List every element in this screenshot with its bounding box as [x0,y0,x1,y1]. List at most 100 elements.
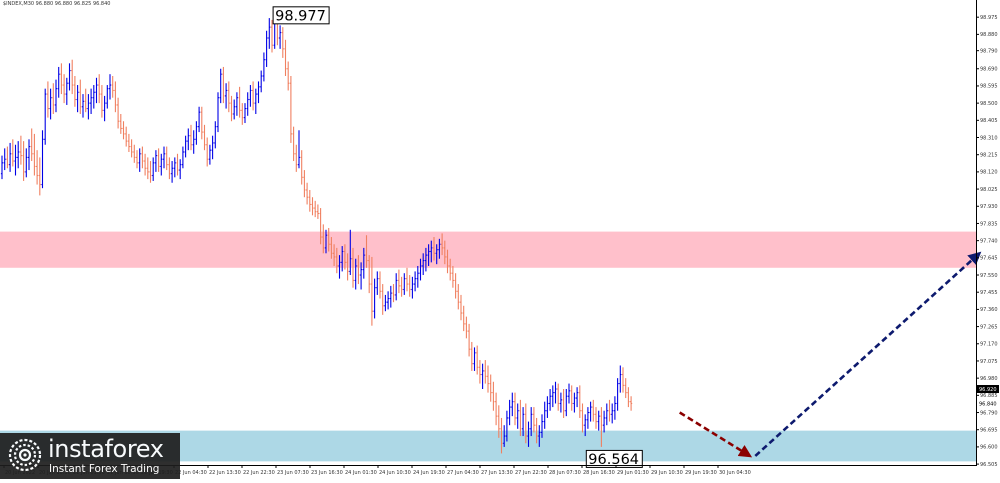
price-bar [327,227,330,252]
price-bar [14,144,17,176]
price-axis: 98.975 98.880 98.790 98.690 98.595 98.500 98.4… [976,15,999,468]
forecast-layer [679,251,982,458]
price-bar [446,249,449,274]
price-bar [117,97,120,129]
price-bar [171,161,174,183]
price-bar [468,323,471,357]
price-tick: 98.790 [976,48,998,54]
price-bar [252,81,255,111]
price-bar [532,407,535,433]
price-bar [225,83,228,109]
price-bar [462,305,465,332]
price-bar [411,276,414,299]
price-bar [179,159,182,180]
svg-text:98.120: 98.120 [980,170,998,176]
price-bar [98,74,101,104]
price-bar [146,157,149,180]
price-bar [387,291,390,310]
price-bar [249,85,252,107]
price-bar [133,144,136,163]
price-bar [605,403,608,426]
price-bar [76,85,79,113]
previous-price-label: 96.840 [977,399,999,408]
price-bar [403,273,406,295]
time-tick: 24 Jun 01:30 [343,465,377,476]
price-bar [522,407,525,437]
price-bar [3,148,6,171]
time-axis: 20 Jun 202220 Jun 16:3021 Jun 01:3021 Ju… [3,465,751,476]
price-bar [279,25,282,49]
svg-text:27 Jun 22:30: 27 Jun 22:30 [515,470,547,476]
price-bar [368,255,371,294]
price-bar [222,66,225,104]
price-tick: 98.500 [976,101,998,107]
price-bar [316,204,319,219]
price-bar [516,403,519,429]
price-tick: 97.550 [976,273,998,279]
svg-text:22 Jun 13:30: 22 Jun 13:30 [209,470,241,476]
price-bar [303,170,306,198]
price-bar [208,144,211,165]
price-bar [260,70,263,93]
price-bar [330,237,333,259]
price-bar [122,121,125,140]
svg-text:98.975: 98.975 [980,15,998,21]
price-bar [584,414,587,437]
bars-layer [0,16,633,454]
price-bar [392,284,395,303]
price-tick: 97.835 [976,221,998,227]
price-bar [489,374,492,402]
svg-text:28 Jun 07:30: 28 Jun 07:30 [549,470,581,476]
svg-text:98.215: 98.215 [980,152,998,158]
svg-text:96.980: 96.980 [980,376,998,382]
price-bar [41,130,44,189]
price-bar [616,378,619,411]
price-bar [567,383,571,404]
svg-text:27 Jun 13:30: 27 Jun 13:30 [481,470,513,476]
resistance-zone [0,231,976,268]
price-bar [335,247,338,274]
price-bar [343,244,346,270]
price-bar [233,99,236,120]
svg-text:23 Jun 07:30: 23 Jun 07:30 [277,470,309,476]
price-tick: 97.265 [976,324,998,330]
price-bar [600,407,603,447]
price-bar [503,425,506,447]
price-bar [473,347,476,371]
price-bar [333,244,336,266]
price-bar [198,106,201,133]
price-bar [306,182,309,205]
price-bar [408,275,411,297]
price-bar [540,414,544,438]
price-tick: 97.740 [976,238,998,244]
price-bar [36,150,39,185]
svg-text:97.645: 97.645 [980,256,998,262]
price-bar [578,385,581,418]
price-bar [535,417,538,444]
svg-text:97.740: 97.740 [980,238,998,244]
svg-text:27 Jun 04:30: 27 Jun 04:30 [447,470,479,476]
price-bar [243,103,247,124]
forecast-up-arrow [754,251,982,457]
price-bar [227,81,230,113]
price-bar [119,113,122,134]
svg-text:98.500: 98.500 [980,101,998,107]
price-bar [144,153,147,176]
price-bar [543,401,546,429]
price-tick: 96.885 [976,393,998,399]
price-bar [187,128,190,151]
price-bar [554,381,557,404]
price-tick: 96.790 [976,410,998,416]
price-bar [270,19,274,53]
price-tick: 97.930 [976,204,998,210]
price-bar [265,30,268,67]
price-bar [354,258,357,290]
price-bar [60,63,63,95]
svg-text:98.880: 98.880 [980,32,998,38]
svg-text:97.930: 97.930 [980,204,998,210]
price-bar [165,146,168,171]
price-bar [389,285,392,308]
price-bar [484,360,487,384]
price-bar [576,387,579,408]
price-bar [378,271,382,299]
